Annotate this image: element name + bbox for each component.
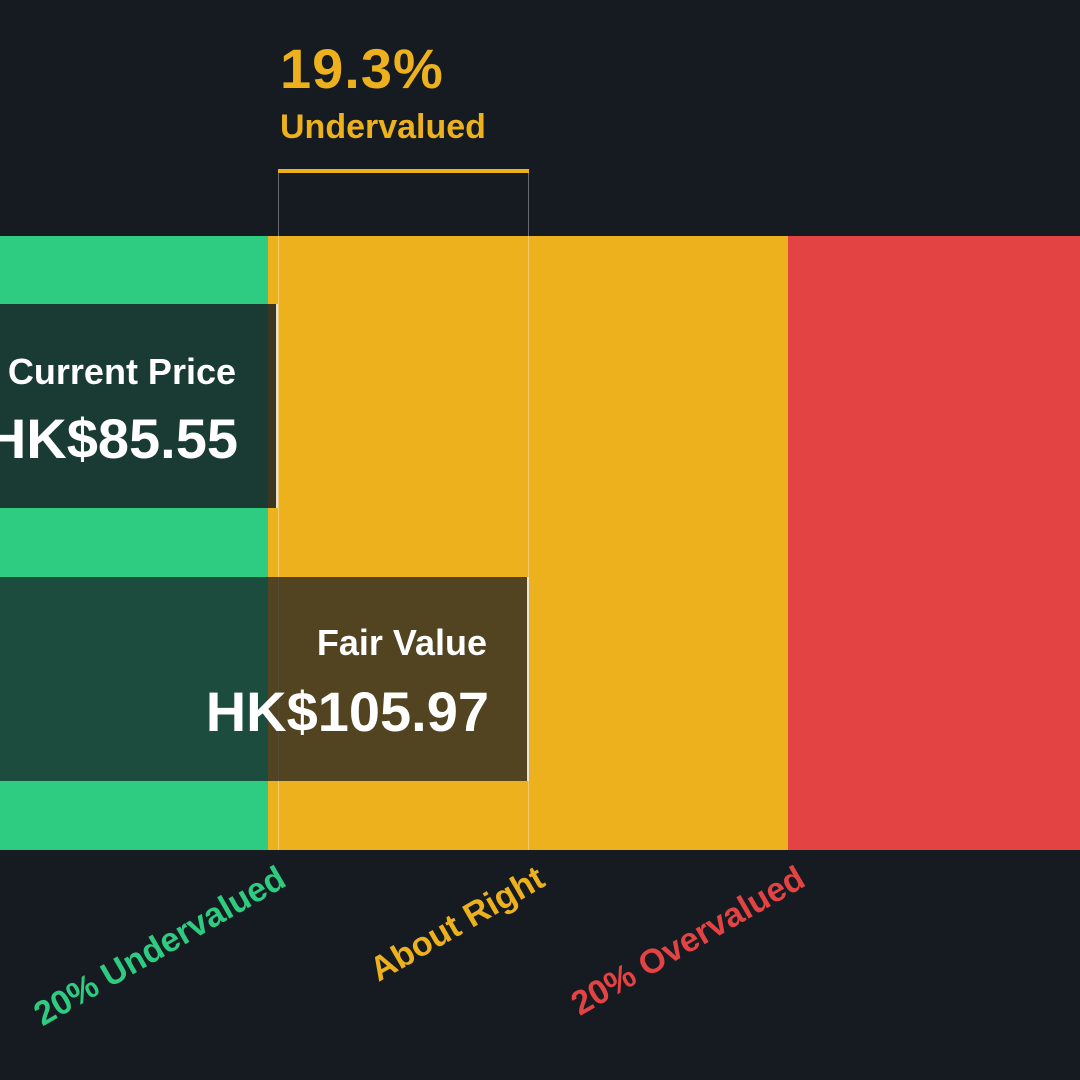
current-price-box: Current Price HK$85.55 (0, 304, 278, 508)
discount-bracket-top (278, 169, 529, 173)
zone-label-undervalued: 20% Undervalued (27, 858, 292, 1034)
discount-status: Undervalued (280, 108, 486, 146)
discount-bracket (278, 169, 529, 850)
current-price-value: HK$85.55 (0, 407, 238, 470)
zone-overvalued (788, 236, 1080, 850)
fair-value-value: HK$105.97 (205, 680, 489, 743)
zone-label-overvalued: 20% Overvalued (564, 858, 812, 1024)
fair-value-label: Fair Value (316, 622, 487, 663)
zone-label-about-right: About Right (363, 858, 551, 990)
current-price-label: Current Price (7, 351, 236, 392)
fair-value-box: Fair Value HK$105.97 (0, 577, 529, 781)
discount-percent: 19.3% (280, 37, 444, 100)
